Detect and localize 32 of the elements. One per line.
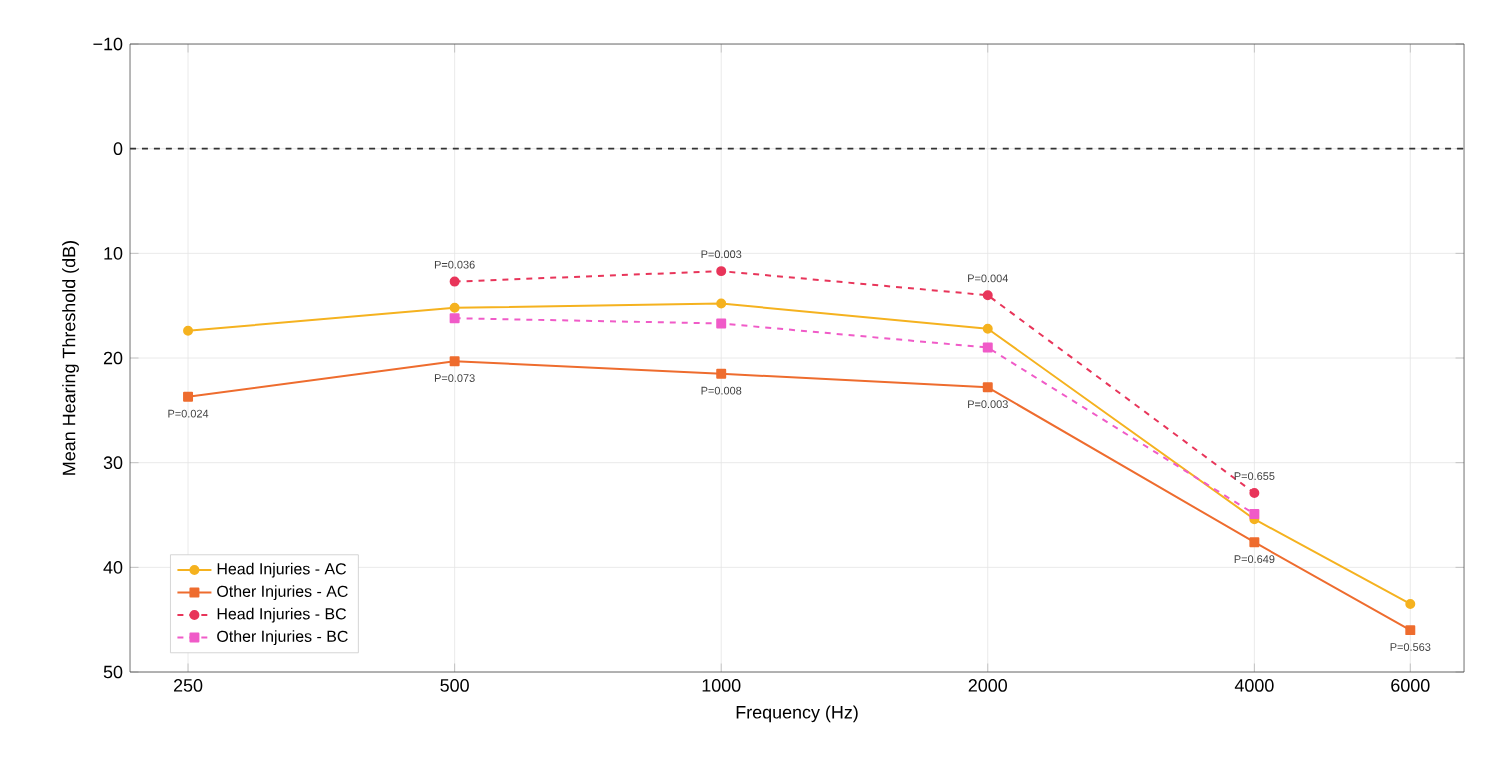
point	[982, 342, 993, 353]
y-axis-title: Mean Hearing Threshold (dB)	[62, 241, 79, 475]
y-tick-label: −10	[93, 37, 123, 51]
x-tick-label: 4000	[1234, 679, 1274, 692]
point	[1249, 488, 1260, 499]
point	[716, 298, 727, 309]
y-tick-label: 20	[103, 351, 123, 365]
point	[982, 323, 993, 334]
point	[449, 276, 460, 287]
point	[1249, 537, 1260, 548]
point	[449, 356, 460, 367]
point	[982, 290, 993, 301]
x-tick-label: 500	[440, 679, 469, 692]
x-axis-title: Frequency (Hz)	[736, 705, 858, 723]
y-tick-label: 10	[104, 246, 123, 260]
point	[982, 382, 993, 393]
x-tick-label: 1000	[702, 679, 741, 692]
point	[716, 318, 727, 329]
point	[183, 325, 194, 336]
y-tick-label: 50	[103, 665, 123, 679]
y-tick-label: 0	[113, 142, 123, 156]
point	[716, 266, 727, 277]
x-tick-label: 250	[173, 679, 203, 692]
x-tick-label: 6000	[1391, 679, 1430, 692]
y-tick-label: 40	[103, 560, 123, 574]
point	[449, 313, 460, 324]
point	[716, 368, 727, 379]
x-tick-label: 2000	[968, 679, 1007, 692]
point	[449, 302, 460, 313]
point	[1249, 508, 1260, 519]
point	[183, 391, 194, 402]
y-tick-label: 30	[103, 456, 123, 470]
